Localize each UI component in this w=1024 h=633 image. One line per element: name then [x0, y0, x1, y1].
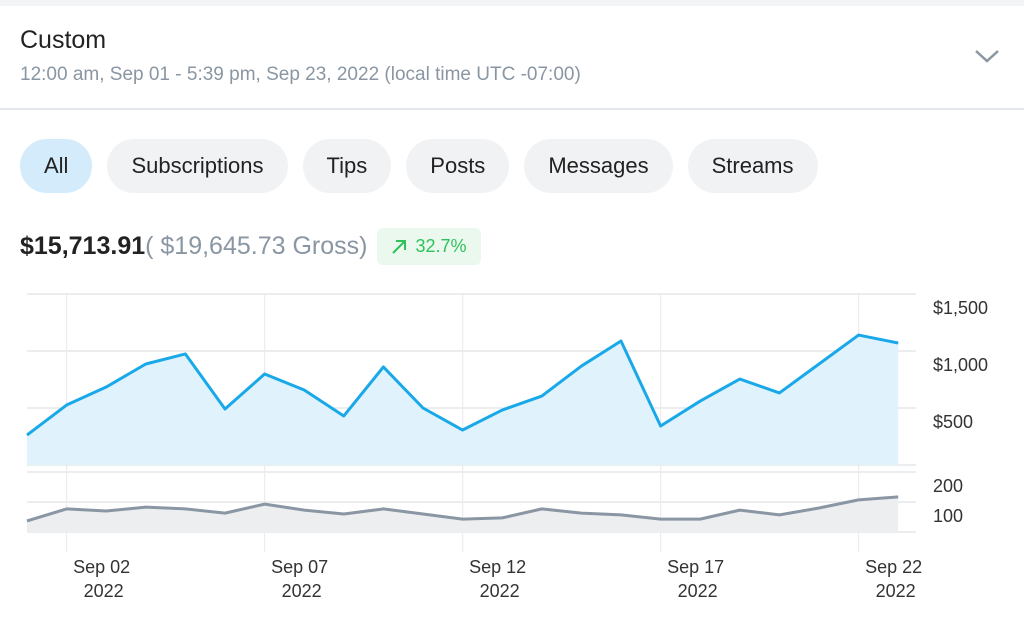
filter-streams[interactable]: Streams	[687, 139, 818, 193]
filter-subscriptions[interactable]: Subscriptions	[107, 139, 288, 193]
x-tick-year: 2022	[282, 581, 322, 601]
top-strip	[0, 0, 1024, 6]
earnings-summary: $15,713.91 ( $19,645.73 Gross) 32.7%	[20, 228, 481, 265]
x-tick-label: Sep 12	[469, 557, 526, 577]
divider	[0, 108, 1024, 110]
filter-all[interactable]: All	[20, 139, 93, 193]
count-area	[27, 496, 899, 532]
x-tick-label: Sep 17	[667, 557, 724, 577]
earnings-line	[26, 333, 899, 437]
date-range-title[interactable]: Custom	[20, 26, 107, 54]
earnings-area	[27, 335, 899, 465]
count-line	[26, 495, 899, 523]
y-tick-label: $500	[933, 412, 973, 432]
filter-posts[interactable]: Posts	[406, 139, 510, 193]
x-tick-year: 2022	[678, 581, 718, 601]
x-tick-year: 2022	[876, 581, 916, 601]
date-range-subtitle: 12:00 am, Sep 01 - 5:39 pm, Sep 23, 2022…	[20, 64, 581, 85]
y-tick-label: 100	[933, 506, 963, 526]
x-tick-label: Sep 07	[271, 557, 328, 577]
y-tick-label: $1,500	[933, 298, 988, 318]
filter-tips[interactable]: Tips	[302, 139, 392, 193]
filter-messages[interactable]: Messages	[524, 139, 673, 193]
earnings-chart[interactable]: $500 $1,000 $1,500 100 200 Sep 02 2022 Sep 07 20…	[0, 280, 1024, 610]
x-tick-label: Sep 22	[865, 557, 922, 577]
change-badge: 32.7%	[377, 228, 481, 265]
y-tick-label: 200	[933, 476, 963, 496]
x-tick-year: 2022	[480, 581, 520, 601]
y-tick-label: $1,000	[933, 355, 988, 375]
category-filters: All Subscriptions Tips Posts Messages St…	[20, 139, 818, 193]
net-total: $15,713.91	[20, 232, 146, 260]
change-percent: 32.7%	[415, 236, 467, 256]
chevron-down-icon[interactable]	[972, 44, 1002, 68]
x-tick-year: 2022	[84, 581, 124, 601]
arrow-up-right-icon	[392, 239, 407, 254]
x-tick-label: Sep 02	[73, 557, 130, 577]
gross-total: ( $19,645.73 Gross)	[145, 232, 368, 260]
